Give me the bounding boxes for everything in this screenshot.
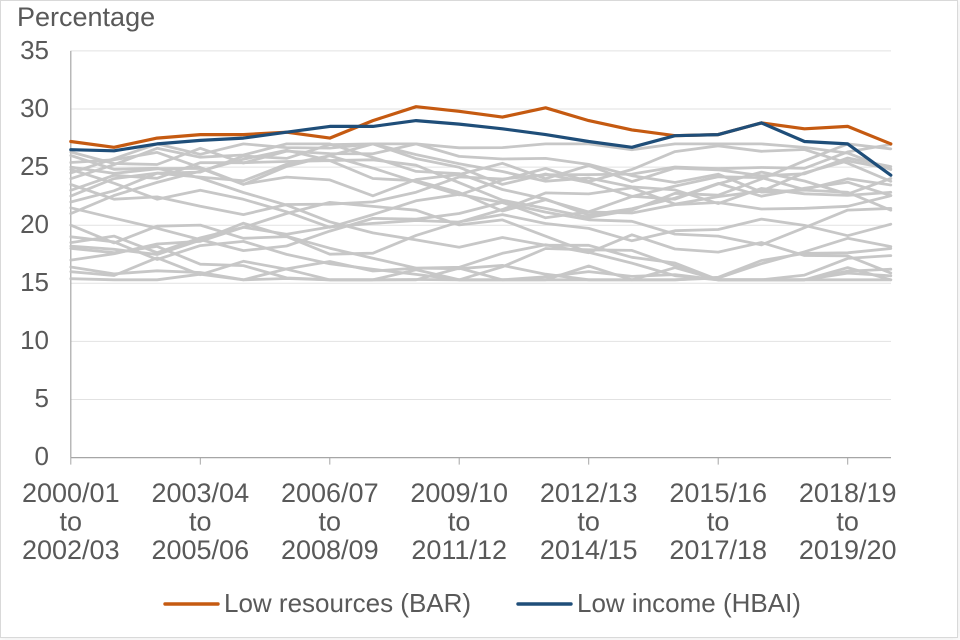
svg-text:2018/19: 2018/19 — [799, 478, 897, 508]
svg-text:2011/12: 2011/12 — [411, 535, 507, 565]
svg-text:2000/01: 2000/01 — [22, 478, 120, 508]
svg-text:2003/04: 2003/04 — [151, 478, 249, 508]
svg-text:to: to — [60, 507, 83, 537]
svg-text:2017/18: 2017/18 — [669, 535, 767, 565]
svg-text:2012/13: 2012/13 — [540, 478, 638, 508]
svg-text:to: to — [577, 507, 600, 537]
svg-text:2019/20: 2019/20 — [799, 535, 897, 565]
svg-text:2008/09: 2008/09 — [281, 535, 379, 565]
svg-text:2015/16: 2015/16 — [669, 478, 767, 508]
svg-text:2006/07: 2006/07 — [281, 478, 379, 508]
svg-text:to: to — [836, 507, 859, 537]
svg-text:2002/03: 2002/03 — [22, 535, 120, 565]
svg-text:to: to — [319, 507, 342, 537]
svg-text:2014/15: 2014/15 — [540, 535, 638, 565]
svg-text:to: to — [189, 507, 212, 537]
svg-text:to: to — [707, 507, 730, 537]
svg-text:2005/06: 2005/06 — [151, 535, 249, 565]
svg-text:to: to — [448, 507, 471, 537]
svg-text:2009/10: 2009/10 — [410, 478, 508, 508]
